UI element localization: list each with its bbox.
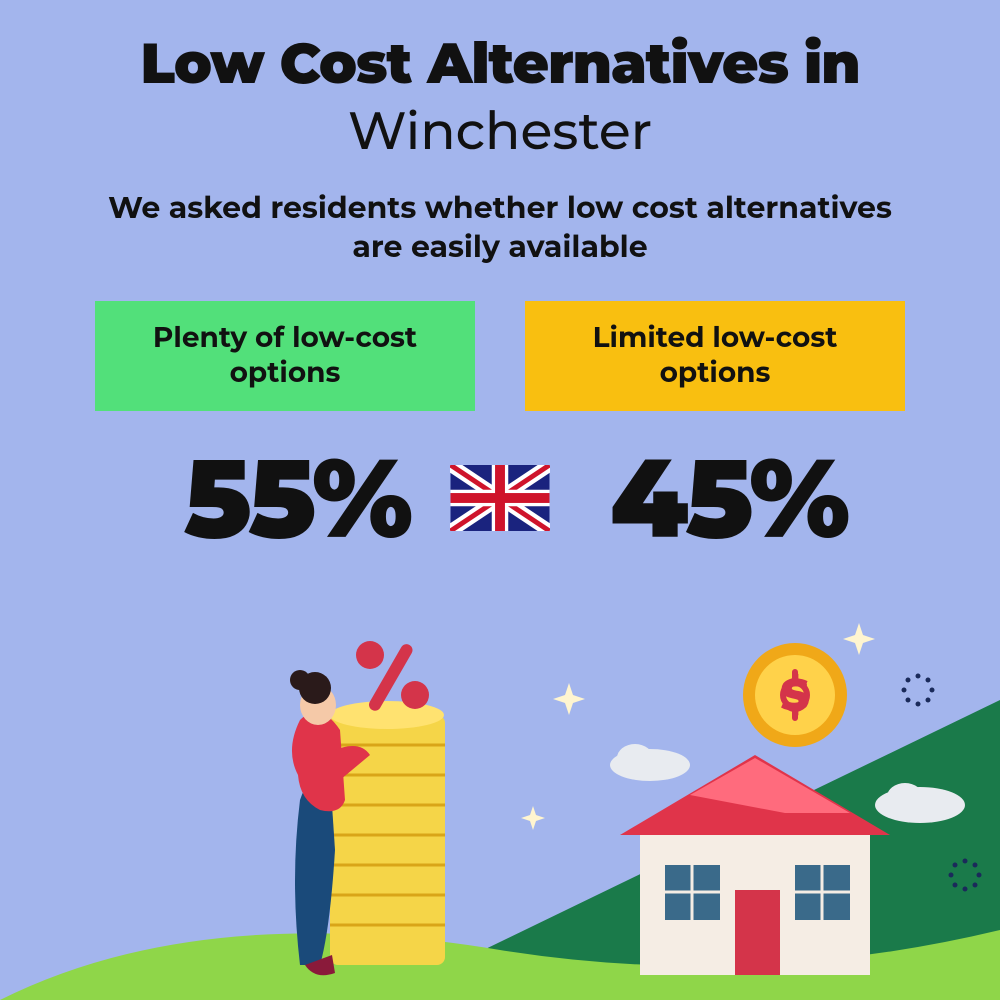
stat-right: 45% xyxy=(590,431,930,565)
svg-text:$: $ xyxy=(781,668,810,722)
coin-stack-icon xyxy=(330,701,445,965)
option-limited: Limited low-cost options xyxy=(525,301,905,411)
option-plenty: Plenty of low-cost options xyxy=(95,301,475,411)
dollar-coin-icon: $ xyxy=(743,643,847,747)
uk-flag-icon xyxy=(450,465,550,531)
stat-left: 55% xyxy=(70,431,410,565)
title-line1: Low Cost Alternatives in xyxy=(0,0,1000,98)
stats-row: 55% 45% xyxy=(0,431,1000,565)
options-row: Plenty of low-cost options Limited low-c… xyxy=(0,301,1000,411)
title-line2: Winchester xyxy=(0,100,1000,163)
illustration: $ xyxy=(0,600,1000,1000)
subtitle: We asked residents whether low cost alte… xyxy=(100,188,900,266)
